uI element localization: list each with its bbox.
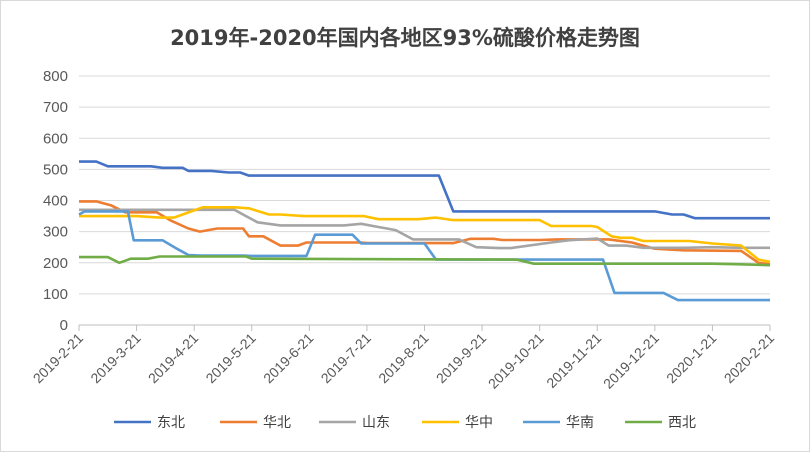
y-tick-label: 600 bbox=[43, 130, 68, 147]
x-tick-label: 2019-11-21 bbox=[543, 330, 604, 391]
x-tick-label: 2020-1-21 bbox=[663, 330, 720, 387]
series-line-西北 bbox=[79, 255, 771, 267]
series-line-华中 bbox=[79, 206, 771, 264]
x-tick-label: 2019-2-21 bbox=[30, 330, 87, 387]
x-axis: 2019-2-21 2019-3-21 2019-4-21 2019-5-21 2019… bbox=[30, 325, 778, 392]
legend-label: 华中 bbox=[465, 415, 493, 431]
legend: 东北 华北 山东 华中 华南 西北 bbox=[114, 415, 696, 431]
y-tick-label: 300 bbox=[43, 224, 68, 241]
gridlines bbox=[79, 75, 770, 326]
y-tick-label: 200 bbox=[43, 255, 68, 272]
x-tick-label: 2019-7-21 bbox=[318, 330, 375, 387]
series-line-山东 bbox=[79, 208, 770, 250]
x-tick-label: 2019-12-21 bbox=[600, 330, 662, 392]
chart-title: 2019年-2020年国内各地区93%硫酸价格走势图 bbox=[170, 26, 640, 50]
x-tick-label: 2019-9-21 bbox=[433, 330, 490, 387]
legend-label: 华北 bbox=[263, 415, 291, 431]
x-tick-label: 2019-3-21 bbox=[87, 330, 144, 387]
x-tick-label: 2019-6-21 bbox=[260, 330, 317, 387]
x-tick-label: 2019-4-21 bbox=[145, 330, 202, 387]
legend-label: 华南 bbox=[566, 415, 594, 431]
series-line-华南 bbox=[78, 210, 770, 302]
series-line-东北 bbox=[79, 160, 770, 220]
y-tick-label: 800 bbox=[43, 68, 68, 85]
y-tick-label: 700 bbox=[43, 99, 68, 116]
legend-label: 东北 bbox=[157, 415, 185, 431]
y-tick-label: 0 bbox=[60, 317, 68, 334]
legend-label: 山东 bbox=[362, 415, 390, 431]
legend-label: 西北 bbox=[668, 415, 696, 431]
x-tick-label: 2020-2-21 bbox=[721, 330, 778, 387]
y-tick-label: 500 bbox=[43, 161, 68, 178]
x-tick-label: 2019-10-21 bbox=[485, 330, 547, 392]
y-tick-label: 100 bbox=[43, 286, 68, 303]
x-tick-label: 2019-5-21 bbox=[202, 330, 259, 387]
y-axis-ticks: 0 100 200 300 400 500 600 700 800 bbox=[43, 68, 68, 334]
x-tick-label: 2019-8-21 bbox=[375, 330, 432, 387]
series-lines bbox=[78, 160, 771, 302]
y-tick-label: 400 bbox=[43, 193, 68, 210]
